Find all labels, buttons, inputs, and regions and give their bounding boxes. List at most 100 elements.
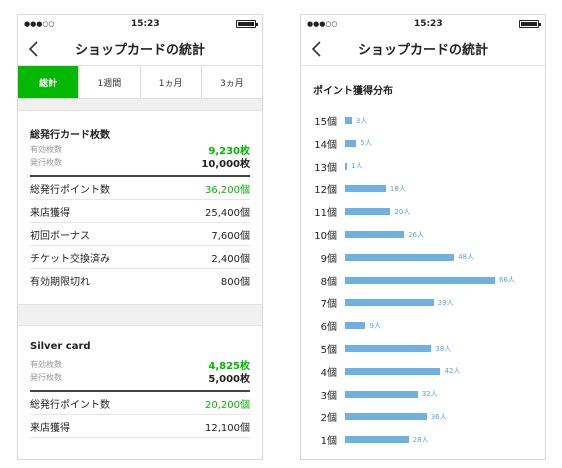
issued-count-label: 発行枚数 xyxy=(30,373,62,382)
issued-count-value: 5,000枚 xyxy=(208,374,250,385)
stat-value: 36,200個 xyxy=(205,184,250,196)
bar xyxy=(345,413,427,421)
status-bar: ●●●○○ 15:23 xyxy=(18,15,262,32)
bar xyxy=(345,276,495,284)
bar-value-label: 32人 xyxy=(421,390,438,399)
status-bar: ●●●○○ 15:23 xyxy=(301,15,545,32)
points-distribution-chart: 15個 3人 14個 5人 13個 1人 12個 18人 11個 20人 10個 26人 9個 48人 8個… xyxy=(301,109,545,459)
bar-value-label: 39人 xyxy=(437,298,454,307)
chart-row: 1個 28人 xyxy=(301,428,429,451)
battery-icon xyxy=(235,19,258,28)
issued-count-row: 発行枚数 10,000枚 xyxy=(30,156,250,170)
bar xyxy=(345,322,366,330)
status-time: 15:23 xyxy=(413,18,443,29)
tab-3months[interactable]: 3ヵ月 xyxy=(220,78,244,89)
category-label: 10個 xyxy=(314,231,337,242)
bar-value-label: 5人 xyxy=(360,139,372,148)
chart-row: 8個 66人 xyxy=(301,269,515,292)
stat-value: 7,600個 xyxy=(211,230,250,242)
valid-count-row: 有効枚数 4,825枚 xyxy=(30,358,250,372)
stat-label: 総発行ポイント数 xyxy=(30,399,110,411)
valid-count-label: 有効枚数 xyxy=(30,360,62,369)
bar-value-label: 18人 xyxy=(389,184,406,193)
status-time: 15:23 xyxy=(130,18,160,29)
section-silver-card: Silver card 有効枚数 4,825枚 発行枚数 5,000枚 総発行ポ… xyxy=(18,326,262,438)
chart-row: 14個 5人 xyxy=(301,132,372,155)
bar xyxy=(345,299,434,307)
category-label: 4個 xyxy=(320,367,337,379)
bar xyxy=(345,139,357,147)
section-divider xyxy=(18,304,262,326)
stat-value: 25,400個 xyxy=(205,207,250,219)
divider-line xyxy=(30,175,250,177)
tab-1month[interactable]: 1ヵ月 xyxy=(141,66,202,98)
category-label: 11個 xyxy=(314,208,337,220)
tab-total[interactable]: 総計 xyxy=(18,66,80,98)
bar-value-label: 42人 xyxy=(444,367,461,376)
bar xyxy=(345,231,405,238)
battery-icon xyxy=(518,19,541,28)
chart-row: 5個 38人 xyxy=(301,337,452,360)
chart-title: ポイント獲得分布 xyxy=(313,86,393,97)
valid-count-row: 有効枚数 9,230枚 xyxy=(30,143,250,157)
bar xyxy=(345,162,348,170)
nav-bar: ショップカードの統計 xyxy=(18,32,262,66)
category-label: 14個 xyxy=(314,139,337,151)
issued-count-label: 発行枚数 xyxy=(30,158,62,167)
page-title: ショップカードの統計 xyxy=(357,43,488,58)
category-label: 12個 xyxy=(314,185,337,197)
chart-row: 11個 20人 xyxy=(301,200,410,223)
stat-row: 来店獲得 12,100個 xyxy=(30,415,250,438)
tab-1week[interactable]: 1週間 xyxy=(79,66,141,98)
category-label: 15個 xyxy=(314,117,337,128)
issued-count-row: 発行枚数 5,000枚 xyxy=(30,371,250,385)
stat-value: 800個 xyxy=(220,277,250,288)
category-label: 2個 xyxy=(320,413,337,425)
stat-label: 総発行ポイント数 xyxy=(30,184,110,196)
signal-indicator: ●●●○○ xyxy=(24,19,55,28)
chart-row: 13個 1人 xyxy=(301,155,363,178)
category-label: 7個 xyxy=(320,299,337,311)
chart-row: 7個 39人 xyxy=(301,291,454,314)
stat-label: 有効期限切れ xyxy=(30,277,90,288)
valid-count-label: 有効枚数 xyxy=(30,145,62,154)
valid-count-value: 4,825枚 xyxy=(208,361,250,372)
issued-count-value: 10,000枚 xyxy=(201,159,250,170)
period-tabs: 総計 1週間 1ヵ月 3ヵ月 xyxy=(18,66,262,99)
bar-value-label: 66人 xyxy=(499,276,515,285)
back-arrow-icon[interactable] xyxy=(309,40,325,58)
bar-value-label: 20人 xyxy=(394,207,411,216)
bar-value-label: 3人 xyxy=(355,116,368,125)
stat-value: 2,400個 xyxy=(211,253,250,265)
bar-value-label: 38人 xyxy=(435,344,452,353)
bar-value-label: 26人 xyxy=(408,230,424,239)
stat-label: 初回ボーナス xyxy=(30,230,90,242)
stat-label: 来店獲得 xyxy=(30,422,70,434)
bar-value-label: 28人 xyxy=(412,435,429,444)
stat-row: チケット交換済み 2,400個 xyxy=(30,246,250,269)
stat-label: 来店獲得 xyxy=(30,207,70,219)
bar xyxy=(345,436,409,444)
stat-label: チケット交換済み xyxy=(30,253,110,265)
chart-row: 12個 18人 xyxy=(301,177,406,200)
chart-row: 9個 48人 xyxy=(301,246,474,269)
category-label: 1個 xyxy=(320,436,337,448)
section-title: Silver card xyxy=(30,341,91,352)
bar-value-label: 1人 xyxy=(351,162,363,171)
phone-screen-summary: ●●●○○ 15:23 ショップカードの統計 総計 1週間 1ヵ月 3ヵ月 総発… xyxy=(17,14,263,460)
section-total-cards: 総発行カード枚数 有効枚数 9,230枚 発行枚数 10,000枚 総発行ポイン… xyxy=(18,111,262,292)
section-divider xyxy=(18,99,262,111)
divider-line xyxy=(30,390,250,392)
chart-row: 15個 3人 xyxy=(301,109,367,132)
stat-row: 有効期限切れ 800個 xyxy=(30,269,250,292)
chart-row: 2個 36人 xyxy=(301,405,447,428)
bar xyxy=(345,367,441,375)
chart-row: 10個 26人 xyxy=(301,223,424,246)
signal-indicator: ●●●○○ xyxy=(307,19,338,28)
valid-count-value: 9,230枚 xyxy=(208,146,250,157)
category-label: 8個 xyxy=(320,276,337,288)
bar-value-label: 9人 xyxy=(369,321,381,330)
back-arrow-icon[interactable] xyxy=(26,40,42,58)
chart-row: 3個 32人 xyxy=(301,383,438,406)
phone-screen-distribution: ●●●○○ 15:23 ショップカードの統計 ポイント獲得分布 15個 3人 14個… xyxy=(300,14,546,460)
